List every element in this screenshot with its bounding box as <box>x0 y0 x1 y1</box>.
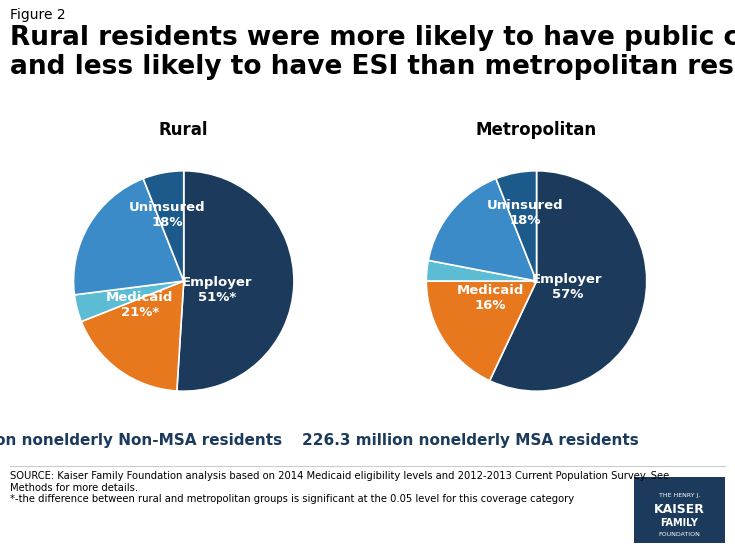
Wedge shape <box>74 281 184 322</box>
Wedge shape <box>74 179 184 295</box>
Text: 226.3 million nonelderly MSA residents: 226.3 million nonelderly MSA residents <box>302 433 639 447</box>
Text: FOUNDATION: FOUNDATION <box>659 532 700 537</box>
Text: Rural residents were more likely to have public coverage
and less likely to have: Rural residents were more likely to have… <box>10 25 735 80</box>
Text: Uninsured
18%: Uninsured 18% <box>487 199 564 226</box>
Text: Other Public
4%*: Other Public 4%* <box>0 550 1 551</box>
Wedge shape <box>490 171 647 391</box>
Text: 40.4 million nonelderly Non-MSA residents: 40.4 million nonelderly Non-MSA resident… <box>0 433 282 447</box>
Text: Employer
51%*: Employer 51%* <box>182 276 252 304</box>
Wedge shape <box>426 261 537 281</box>
Wedge shape <box>143 171 184 281</box>
Text: FAMILY: FAMILY <box>661 518 698 528</box>
Text: Other Private
6%: Other Private 6% <box>0 550 1 551</box>
Text: KAISER: KAISER <box>654 503 705 516</box>
Wedge shape <box>177 171 294 391</box>
Text: SOURCE: Kaiser Family Foundation analysis based on 2014 Medicaid eligibility lev: SOURCE: Kaiser Family Foundation analysi… <box>10 471 669 504</box>
Wedge shape <box>426 281 537 381</box>
Text: Medicaid
16%: Medicaid 16% <box>456 284 524 311</box>
Title: Metropolitan: Metropolitan <box>476 121 597 139</box>
Wedge shape <box>496 171 537 281</box>
Text: Employer
57%: Employer 57% <box>532 273 603 300</box>
Text: Medicaid
21%*: Medicaid 21%* <box>106 291 173 319</box>
Wedge shape <box>82 281 184 391</box>
Text: Uninsured
18%: Uninsured 18% <box>129 201 206 229</box>
Wedge shape <box>429 179 537 281</box>
Title: Rural: Rural <box>159 121 209 139</box>
Text: Figure 2: Figure 2 <box>10 8 65 22</box>
Text: THE HENRY J.: THE HENRY J. <box>659 493 700 498</box>
Text: Other Private
6%: Other Private 6% <box>0 550 1 551</box>
Text: Other Public
3%: Other Public 3% <box>0 550 1 551</box>
